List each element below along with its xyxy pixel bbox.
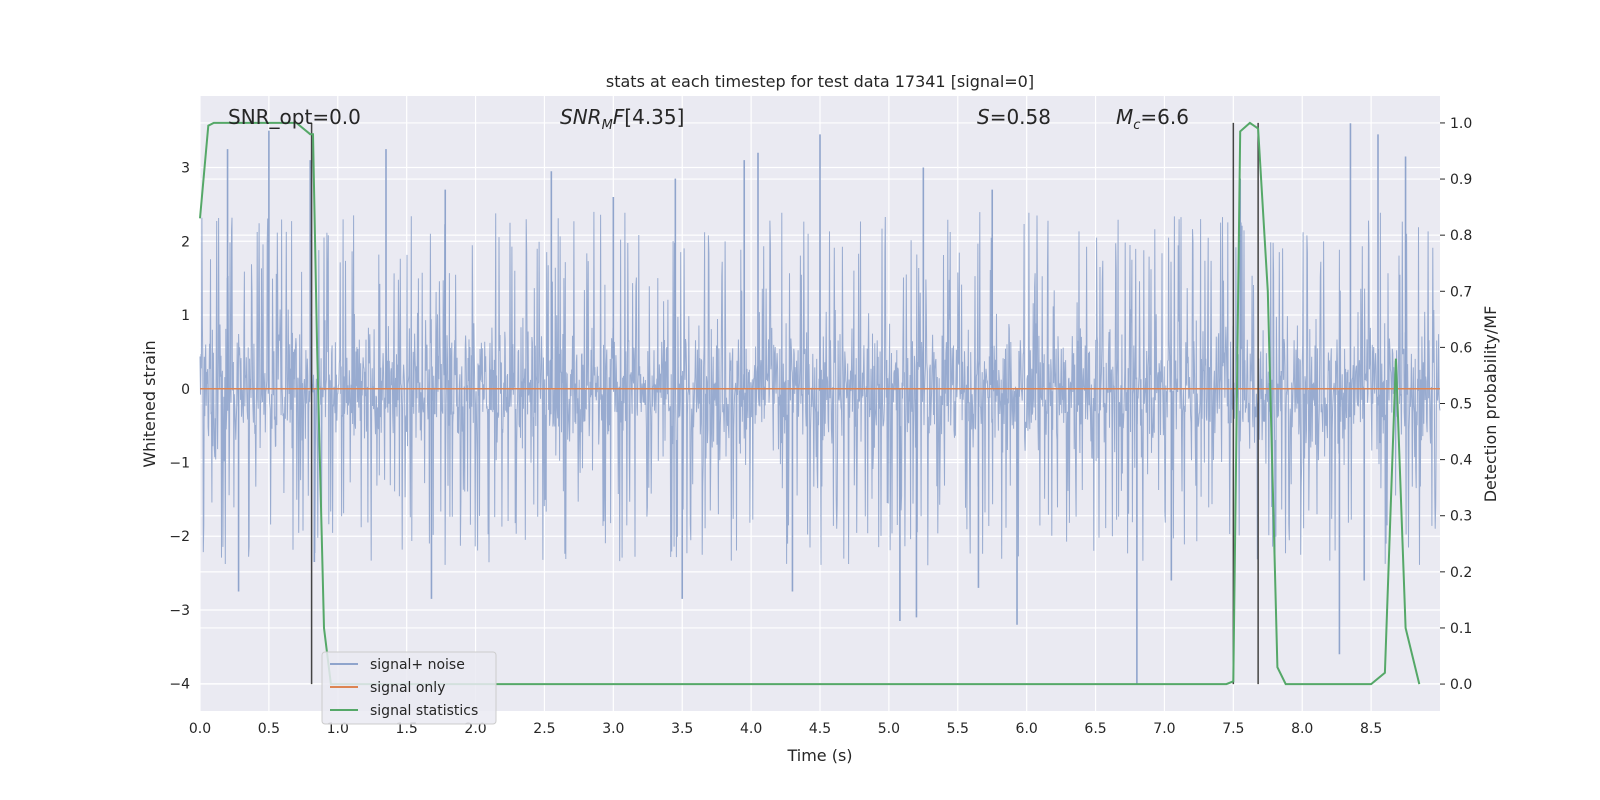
x-tick-label: 6.0 [1016, 721, 1038, 737]
y-right-tick-label: 0.9 [1450, 172, 1472, 188]
y-right-tick-label: 0.0 [1450, 677, 1472, 693]
x-tick-label: 1.0 [327, 721, 349, 737]
annotation-s-value: =0.58 [990, 105, 1051, 129]
x-tick-label: 8.5 [1360, 721, 1382, 737]
y-right-ticks: 1.0 0.9 0.8 0.7 0.6 0.5 0.4 0.3 0.2 0.1 0.0 [1440, 116, 1472, 693]
legend-label-signal: signal only [370, 680, 445, 696]
x-tick-label: 4.5 [809, 721, 831, 737]
y-left-tick-label: −1 [169, 455, 190, 471]
y-left-tick-label: 2 [181, 234, 190, 250]
y-right-tick-label: 0.3 [1450, 509, 1472, 525]
y-left-tick-label: 3 [181, 161, 190, 177]
x-tick-label: 1.5 [396, 721, 418, 737]
y-right-tick-label: 0.6 [1450, 340, 1472, 356]
chart-title: stats at each timestep for test data 173… [606, 72, 1034, 91]
y-right-tick-label: 0.2 [1450, 565, 1472, 581]
x-axis-label: Time (s) [786, 746, 852, 765]
legend-label-statistics: signal statistics [370, 703, 478, 719]
x-tick-label: 5.5 [947, 721, 969, 737]
annotation-snr-mf-value: [4.35] [624, 105, 684, 129]
x-tick-label: 7.5 [1222, 721, 1244, 737]
y-left-axis-label: Whitened strain [140, 340, 159, 467]
x-tick-label: 6.5 [1084, 721, 1106, 737]
statistics-line [199, 121, 1421, 686]
x-tick-label: 3.0 [602, 721, 624, 737]
annotation-snr-mf: SNRMF[4.35] [560, 105, 684, 133]
x-tick-label: 7.0 [1153, 721, 1175, 737]
vertical-markers [310, 122, 1259, 685]
annotation-mc-value: =6.6 [1140, 105, 1189, 129]
x-ticks: 0.0 0.5 1.0 1.5 2.0 2.5 3.0 3.5 4.0 4.5 5.0 5.5 6.0 6… [189, 721, 1382, 737]
x-tick-label: 5.0 [878, 721, 900, 737]
y-left-tick-label: −2 [169, 529, 190, 545]
y-left-ticks: 3 2 1 0 −1 −2 −3 −4 [169, 161, 190, 693]
y-right-tick-label: 0.4 [1450, 453, 1472, 469]
y-right-tick-label: 0.5 [1450, 397, 1472, 413]
y-left-tick-label: −4 [169, 677, 190, 693]
y-right-tick-label: 0.1 [1450, 621, 1472, 637]
x-tick-label: 0.0 [189, 721, 211, 737]
series-signal-statistics [199, 121, 1421, 686]
legend: signal+ noise signal only signal statist… [321, 651, 497, 725]
x-tick-label: 8.0 [1291, 721, 1313, 737]
x-tick-label: 0.5 [258, 721, 280, 737]
y-left-tick-label: 0 [181, 382, 190, 398]
y-right-axis-label: Detection probability/MF [1481, 306, 1500, 503]
y-right-tick-label: 1.0 [1450, 116, 1472, 132]
annotation-s: S=0.58 [977, 105, 1051, 129]
x-tick-label: 2.0 [464, 721, 486, 737]
y-right-tick-label: 0.7 [1450, 284, 1472, 300]
legend-label-noise: signal+ noise [370, 657, 465, 673]
x-tick-label: 2.5 [533, 721, 555, 737]
legend-box [321, 651, 497, 725]
x-tick-label: 4.0 [740, 721, 762, 737]
y-left-tick-label: 1 [181, 308, 190, 324]
y-left-tick-label: −3 [169, 603, 190, 619]
annotation-snr-opt: SNR_opt=0.0 [228, 105, 361, 129]
y-right-tick-label: 0.8 [1450, 228, 1472, 244]
annotation-mc: Mc=6.6 [1116, 105, 1189, 133]
x-tick-label: 3.5 [671, 721, 693, 737]
series-signal-noise [199, 123, 1441, 684]
